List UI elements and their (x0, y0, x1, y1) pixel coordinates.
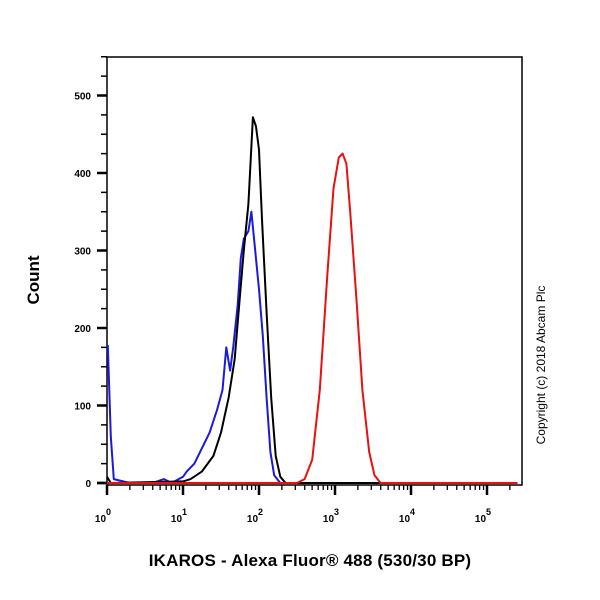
y-tick-label: 0 (85, 479, 91, 490)
series-line-2 (107, 152, 518, 484)
x-tick-label: 105 (475, 507, 491, 525)
y-tick-label: 300 (74, 247, 91, 258)
x-axis: 100 101 102 103 104 105 (95, 485, 511, 525)
y-axis: 0 100 200 300 400 500 (74, 56, 107, 490)
y-tick-label: 100 (74, 402, 91, 413)
y-tick-label: 400 (74, 169, 91, 180)
x-tick-label: 103 (323, 507, 339, 525)
y-tick-label: 500 (74, 92, 91, 103)
x-tick-label: 104 (399, 507, 415, 525)
series-line-0 (106, 210, 518, 484)
plot-frame (106, 56, 523, 486)
series-lines (106, 116, 518, 484)
x-tick-label: 101 (171, 507, 187, 525)
series-line-1 (106, 116, 518, 484)
y-axis-label: Count (24, 255, 43, 305)
y-tick-label: 200 (74, 324, 91, 335)
x-tick-label: 100 (95, 507, 111, 525)
x-axis-label: IKAROS - Alexa Fluor® 488 (530/30 BP) (148, 551, 472, 570)
x-tick-label: 102 (247, 507, 263, 525)
copyright-annotation: Copyright (c) 2018 Abcam Plc (534, 285, 548, 445)
